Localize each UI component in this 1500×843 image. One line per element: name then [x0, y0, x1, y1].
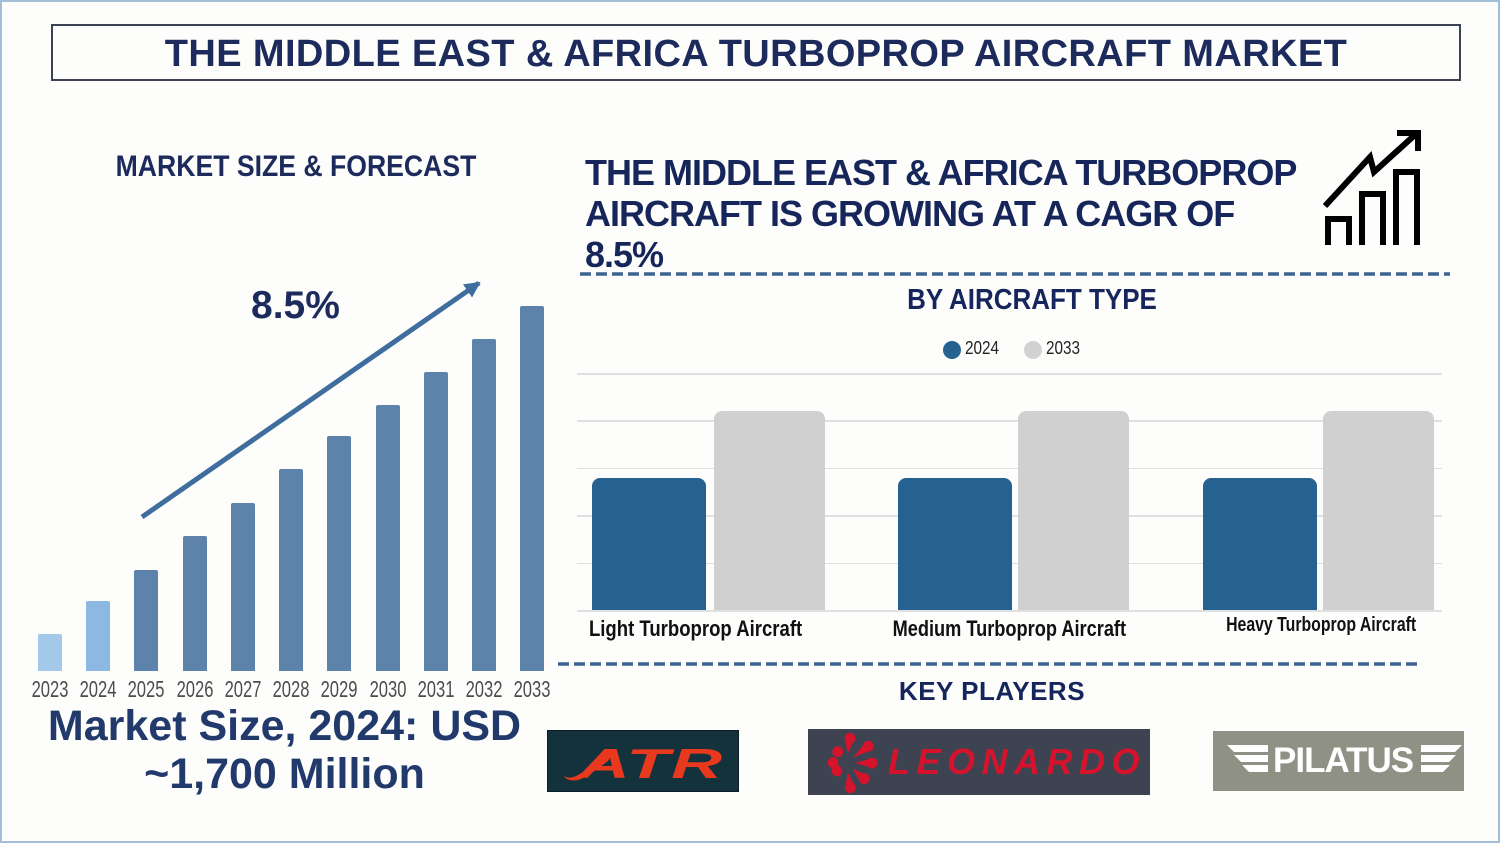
svg-text:LEONARDO: LEONARDO [888, 741, 1146, 782]
svg-text:PILATUS: PILATUS [1273, 741, 1413, 780]
